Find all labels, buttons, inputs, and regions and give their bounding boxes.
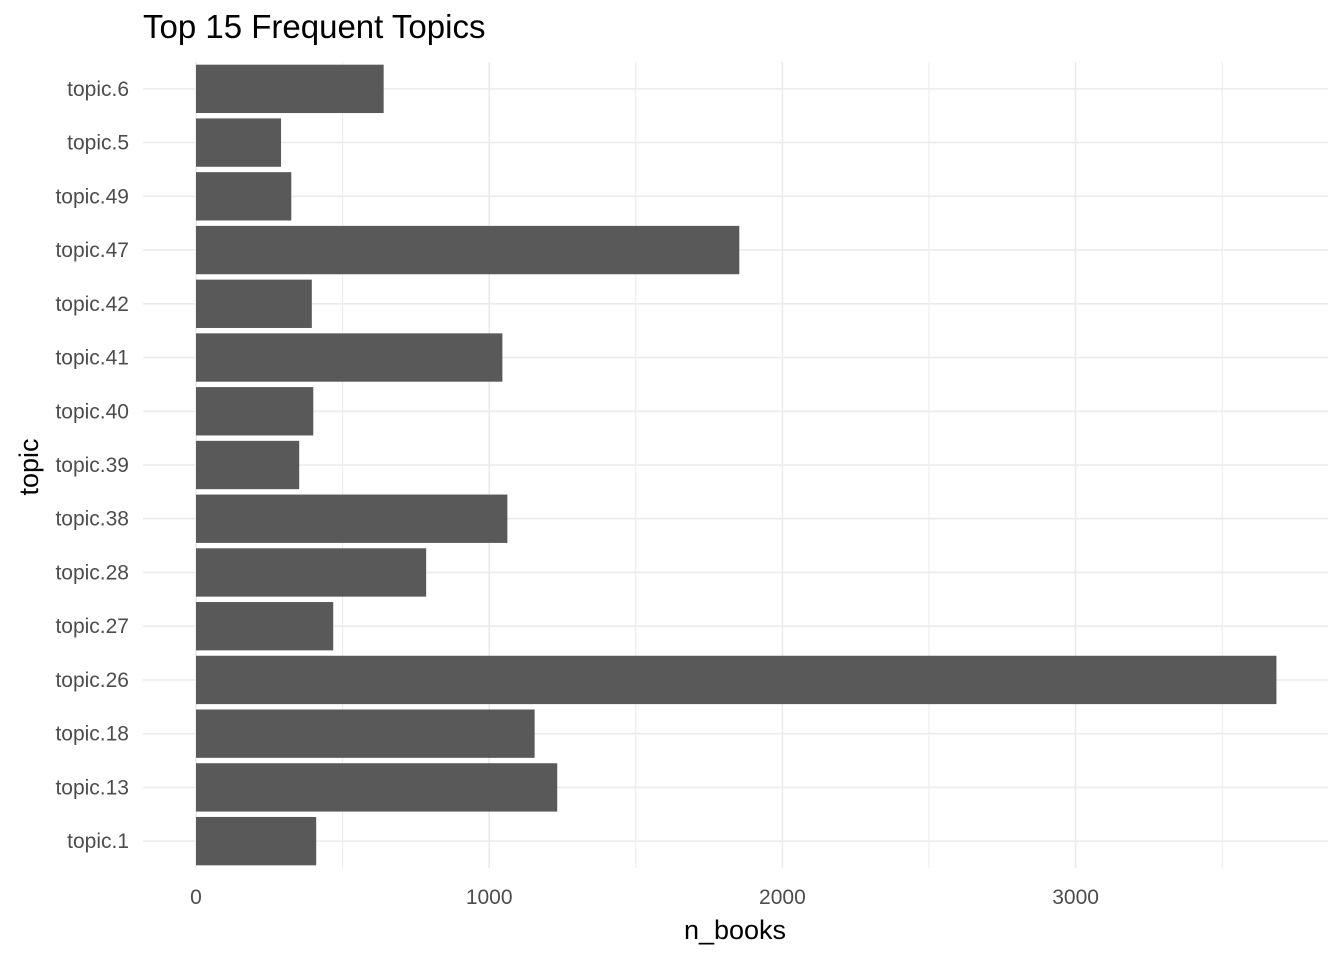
x-tick-label: 0 — [190, 886, 202, 909]
bar-layer — [196, 64, 1277, 866]
bar-topic-41 — [196, 333, 503, 382]
y-tick-label: topic.28 — [55, 561, 129, 584]
bar-topic-40 — [196, 387, 314, 436]
bar-topic-28 — [196, 548, 427, 597]
bar-topic-42 — [196, 279, 312, 328]
bar-topic-49 — [196, 172, 292, 221]
bar-topic-38 — [196, 494, 508, 543]
y-tick-label: topic.38 — [55, 508, 129, 531]
y-tick-labels: topic.1 topic.13 topic.18 topic.26 topic.27 t… — [55, 78, 129, 853]
y-tick-label: topic.6 — [67, 78, 129, 101]
y-axis-title: topic — [14, 438, 44, 495]
y-tick-label: topic.42 — [55, 293, 129, 316]
y-tick-label: topic.13 — [55, 776, 129, 799]
x-tick-label: 3000 — [1052, 886, 1099, 909]
y-tick-label: topic.18 — [55, 723, 129, 746]
y-tick-label: topic.27 — [55, 615, 129, 638]
y-tick-label: topic.26 — [55, 669, 129, 692]
bar-topic-13 — [196, 763, 558, 812]
y-tick-label: topic.40 — [55, 400, 129, 423]
bar-topic-1 — [196, 816, 317, 866]
x-tick-label: 1000 — [466, 886, 513, 909]
y-tick-label: topic.5 — [67, 132, 129, 155]
y-tick-label: topic.49 — [55, 185, 129, 208]
y-tick-label: topic.41 — [55, 347, 129, 370]
y-tick-label: topic.47 — [55, 239, 129, 262]
bar-topic-18 — [196, 709, 535, 758]
bar-topic-6 — [196, 64, 384, 114]
grid-layer — [143, 62, 1328, 868]
bar-topic-27 — [196, 602, 334, 651]
x-tick-label: 2000 — [759, 886, 806, 909]
x-axis-title: n_books — [684, 915, 786, 945]
chart-title: Top 15 Frequent Topics — [143, 8, 486, 45]
y-tick-label: topic.1 — [67, 830, 129, 853]
bar-topic-39 — [196, 440, 300, 490]
bar-topic-47 — [196, 225, 740, 275]
bar-topic-26 — [196, 655, 1277, 705]
y-tick-label: topic.39 — [55, 454, 129, 477]
x-tick-labels: 0 1000 2000 3000 — [190, 886, 1099, 909]
bar-topic-5 — [196, 118, 282, 167]
